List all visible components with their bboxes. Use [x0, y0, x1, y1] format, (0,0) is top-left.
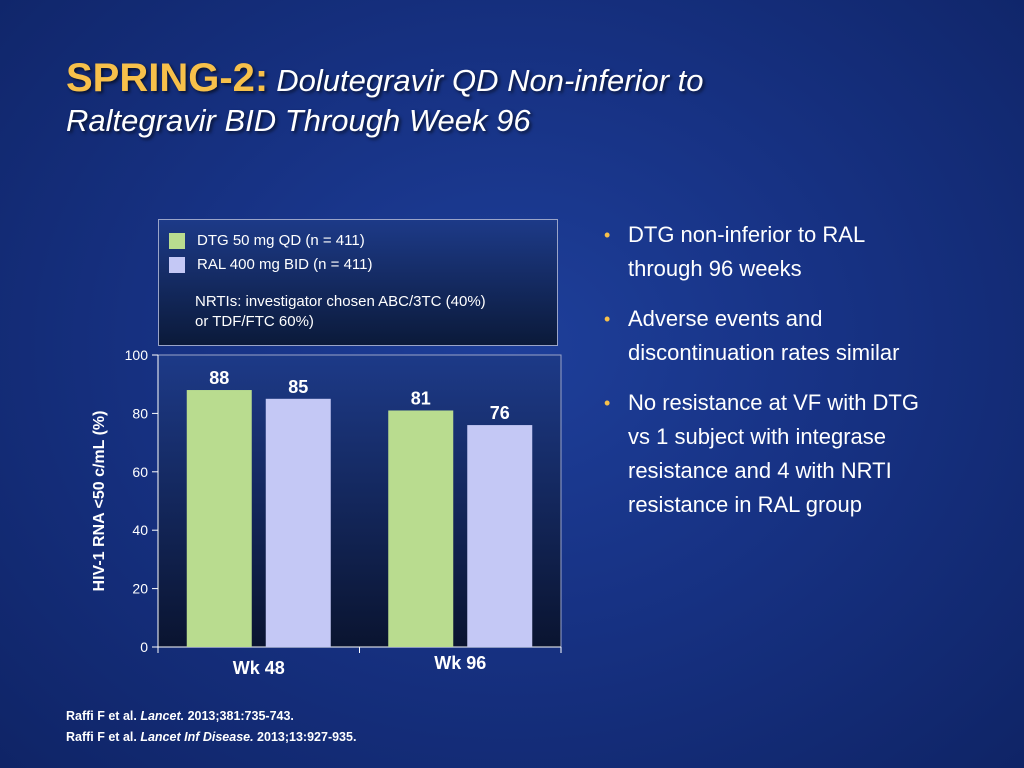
bullet-text-line: resistance in RAL group [628, 492, 862, 517]
bullet-text-line: Adverse events and [628, 306, 823, 331]
title-subtitle: Dolutegravir QD Non-inferior to [276, 63, 704, 98]
y-axis-label: HIV-1 RNA <50 c/mL (%) [91, 411, 108, 592]
bullet-text-line: vs 1 subject with integrase [628, 424, 887, 449]
legend-note-line-1: NRTIs: investigator chosen ABC/3TC (40%) [195, 293, 486, 310]
legend-swatch-ral [169, 256, 185, 273]
title-prefix: SPRING-2: [66, 56, 269, 100]
y-tick-label: 80 [132, 405, 148, 421]
bullet-item: • No resistance at VF with DTG vs 1 subj… [604, 386, 964, 522]
legend-item-dtg: DTG 50 mg QD (n = 411) [169, 232, 365, 249]
reference-authors: Raffi F et al. [66, 709, 141, 723]
y-tick-label: 20 [132, 581, 148, 597]
title-line-2: Raltegravir BID Through Week 96 [66, 103, 531, 138]
bar [265, 398, 331, 647]
data-label: 85 [288, 377, 308, 397]
legend-item-ral: RAL 400 mg BID (n = 411) [169, 256, 373, 273]
bullet-list: • DTG non-inferior to RAL through 96 wee… [604, 218, 964, 538]
reference-journal: Lancet. [140, 709, 185, 723]
x-tick-label: Wk 48 [233, 658, 285, 678]
bullet-text-line: No resistance at VF with DTG [628, 390, 919, 415]
reference-authors: Raffi F et al. [66, 730, 141, 744]
bullet-text-line: through 96 weeks [628, 256, 802, 281]
legend-swatch-dtg [169, 232, 185, 249]
y-tick-label: 40 [132, 522, 148, 538]
legend-note: NRTIs: investigator chosen ABC/3TC (40%)… [195, 292, 535, 332]
chart-legend: DTG 50 mg QD (n = 411) RAL 400 mg BID (n… [158, 219, 558, 346]
y-tick-label: 60 [132, 464, 148, 480]
references: Raffi F et al. Lancet. 2013;381:735-743.… [66, 706, 356, 748]
reference-2: Raffi F et al. Lancet Inf Disease. 2013;… [66, 727, 356, 748]
x-tick-label: Wk 96 [434, 653, 486, 673]
legend-note-line-2: or TDF/FTC 60%) [195, 313, 314, 330]
bullet-text-line: DTG non-inferior to RAL [628, 222, 866, 247]
reference-journal: Lancet Inf Disease. [140, 730, 254, 744]
data-label: 76 [490, 403, 510, 423]
bullet-icon: • [604, 225, 611, 245]
legend-label-ral: RAL 400 mg BID (n = 411) [197, 256, 373, 273]
bar [388, 410, 454, 647]
slide-title: SPRING-2: Dolutegravir QD Non-inferior to… [66, 56, 966, 139]
bullet-item: • DTG non-inferior to RAL through 96 wee… [604, 218, 964, 286]
y-tick-label: 0 [140, 639, 148, 655]
title-line-1: SPRING-2: Dolutegravir QD Non-inferior to [66, 56, 966, 103]
bar [186, 390, 252, 647]
data-label: 81 [411, 388, 431, 408]
y-tick-label: 100 [125, 347, 149, 363]
bullet-item: • Adverse events and discontinuation rat… [604, 302, 964, 370]
reference-details: 2013;13:927-935. [253, 730, 357, 744]
data-label: 88 [209, 368, 229, 388]
bullet-icon: • [604, 309, 611, 329]
bullet-text-line: discontinuation rates similar [628, 340, 900, 365]
reference-details: 2013;381:735-743. [184, 709, 294, 723]
bullet-text-line: resistance and 4 with NRTI [628, 458, 892, 483]
bar-chart: 0 20 40 60 80 100 88 85 Wk 48 81 76 Wk 96 HIV-1 RN… [91, 347, 562, 678]
bar [467, 425, 533, 647]
reference-1: Raffi F et al. Lancet. 2013;381:735-743. [66, 706, 356, 727]
legend-label-dtg: DTG 50 mg QD (n = 411) [197, 232, 365, 249]
bullet-icon: • [604, 393, 611, 413]
